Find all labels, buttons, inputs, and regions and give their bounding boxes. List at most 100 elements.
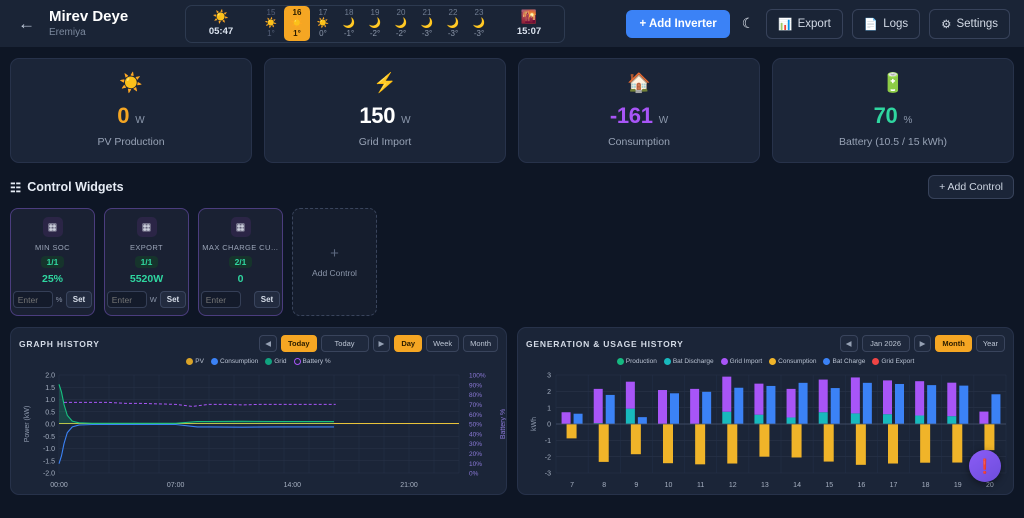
y-axis-title: Power (kW) <box>24 406 31 443</box>
control-widget-list: ▦MIN SOC1/125%%Set▦EXPORT1/15520WWSet▦MA… <box>0 199 1024 316</box>
y-axis-tick: -2.0 <box>43 471 55 478</box>
moon-icon: 🌙 <box>394 17 408 29</box>
graph-next-button[interactable]: ▶ <box>372 335 391 352</box>
forecast-hour-label: 20 <box>396 7 406 17</box>
graph-history-legend: PV Consumption Grid Battery % <box>19 358 498 365</box>
logs-button[interactable]: 📄 Logs <box>851 8 921 39</box>
legend-color-dot <box>720 358 728 365</box>
forecast-hour-18[interactable]: 18 🌙 -1° <box>336 6 362 41</box>
legend-item[interactable]: Grid Import <box>720 358 762 365</box>
stat-unit: W <box>135 114 145 126</box>
series-line <box>64 401 336 407</box>
generation-history-plot: 3 2 1 0 -1 -2 -3 kWh 7 8 9 10 11 12 13 14 15 16 17 18 19 20 <box>526 369 1007 494</box>
legend-color-dot <box>265 358 273 365</box>
chart-icon: 📊 <box>778 18 793 31</box>
sun-icon: ☀️ <box>264 17 278 29</box>
y2-axis-tick: 60% <box>469 412 482 419</box>
forecast-hour-label: 23 <box>474 7 484 17</box>
legend-label: Bat Discharge <box>672 358 714 365</box>
forecast-hour-label: 17 <box>318 7 328 17</box>
graph-range-week[interactable]: Week <box>426 335 460 352</box>
y2-axis-tick: 80% <box>469 392 482 399</box>
generation-range-year[interactable]: Year <box>975 335 1005 352</box>
forecast-hour-20[interactable]: 20 🌙 -2° <box>388 6 414 41</box>
legend-label: Consumption <box>778 358 817 365</box>
control-widget-name: MIN SOC <box>35 243 70 252</box>
line-chart-svg: 2.0 1.5 1.0 0.5 0.0 -0.5 -1.0 -1.5 -2.0 100% 90% 80… <box>24 373 506 489</box>
legend-color-dot <box>663 358 671 365</box>
bar-group <box>786 382 808 458</box>
x-axis-tick: 9 <box>634 482 638 489</box>
add-control-button[interactable]: + Add Control <box>928 175 1014 199</box>
stat-value-row: 150 W <box>359 103 410 129</box>
legend-item[interactable]: Production <box>616 358 657 365</box>
x-axis-tick: 17 <box>890 482 898 489</box>
stat-label: Battery (10.5 / 15 kWh) <box>839 135 947 148</box>
generation-next-button[interactable]: ▶ <box>913 335 932 352</box>
stat-label: PV Production <box>97 135 165 148</box>
forecast-temp: -2° <box>395 29 407 39</box>
generation-range-month[interactable]: Month <box>935 335 972 352</box>
graph-date-label[interactable]: Today <box>320 335 369 352</box>
control-widget-set-button[interactable]: Set <box>159 291 187 308</box>
y2-axis-tick: 90% <box>469 382 482 389</box>
generation-prev-button[interactable]: ◀ <box>839 335 858 352</box>
sunrise-icon: ☀️ <box>212 9 230 24</box>
x-axis-tick: 11 <box>697 482 704 489</box>
legend-item[interactable]: Bat Discharge <box>663 358 714 365</box>
forecast-hour-17[interactable]: 17 ☀️ 0° <box>310 6 336 41</box>
legend-item[interactable]: Grid <box>265 358 287 365</box>
control-widget-input[interactable] <box>200 291 241 308</box>
y-axis-tick: -1.0 <box>43 446 55 453</box>
legend-item[interactable]: Bat Charge <box>823 358 865 365</box>
y2-axis-tick: 30% <box>469 441 482 448</box>
bar-group <box>561 412 583 439</box>
sun-icon: ☀️ <box>290 17 304 29</box>
forecast-temp: 0° <box>319 29 327 39</box>
chat-question-icon[interactable]: ❗ <box>969 450 1001 482</box>
graph-prev-button[interactable]: ◀ <box>259 335 278 352</box>
forecast-hour-16[interactable]: 16 ☀️ 1° <box>284 5 310 42</box>
theme-toggle-icon[interactable]: ☾ <box>741 15 755 31</box>
settings-button[interactable]: ⚙ Settings <box>929 8 1010 39</box>
forecast-hour-15[interactable]: 15 ☀️ 1° <box>258 6 284 41</box>
stat-unit: W <box>658 114 669 126</box>
control-widget-name: MAX CHARGE CU… <box>202 243 279 252</box>
control-widget-input[interactable] <box>106 291 147 308</box>
forecast-temp: 1° <box>267 29 275 39</box>
control-widget-set-button[interactable]: Set <box>253 291 281 308</box>
legend-item[interactable]: Grid Export <box>872 358 914 365</box>
back-arrow-icon[interactable]: ← <box>18 14 35 33</box>
legend-item[interactable]: Consumption <box>210 358 258 365</box>
generation-history-controls: ◀ Jan 2026 ▶ Month Year <box>839 335 1005 352</box>
forecast-temp: -3° <box>473 29 485 39</box>
control-widget-set-button[interactable]: Set <box>65 291 93 308</box>
add-control-placeholder[interactable]: + Add Control <box>292 208 377 316</box>
legend-item[interactable]: Consumption <box>769 358 816 365</box>
sunset-time: 15:07 <box>516 26 542 37</box>
control-widget-input-row: %Set <box>12 291 93 308</box>
legend-item[interactable]: PV <box>186 358 204 365</box>
y-axis-tick: 2.0 <box>45 373 55 380</box>
logs-label: Logs <box>883 17 909 30</box>
bar-group <box>754 383 776 457</box>
stat-unit: W <box>401 114 411 126</box>
add-inverter-button[interactable]: + Add Inverter <box>626 9 730 38</box>
forecast-hour-21[interactable]: 21 🌙 -3° <box>414 6 440 41</box>
graph-today-pill[interactable]: Today <box>281 335 317 352</box>
forecast-hour-22[interactable]: 22 🌙 -3° <box>440 6 466 41</box>
legend-item[interactable]: Battery % <box>293 358 331 365</box>
forecast-hour-19[interactable]: 19 🌙 -2° <box>362 6 388 41</box>
stat-value-row: -161 W <box>610 103 668 129</box>
series-line <box>58 384 334 424</box>
export-button[interactable]: 📊 Export <box>766 8 843 39</box>
control-widget-input[interactable] <box>12 291 53 308</box>
x-axis-tick: 18 <box>922 482 930 489</box>
legend-color-dot <box>186 358 194 365</box>
x-axis-tick: 8 <box>602 482 606 489</box>
generation-date-label[interactable]: Jan 2026 <box>861 335 910 352</box>
forecast-hour-23[interactable]: 23 🌙 -3° <box>466 6 492 41</box>
graph-range-month[interactable]: Month <box>463 335 498 352</box>
graph-range-day[interactable]: Day <box>394 335 423 352</box>
